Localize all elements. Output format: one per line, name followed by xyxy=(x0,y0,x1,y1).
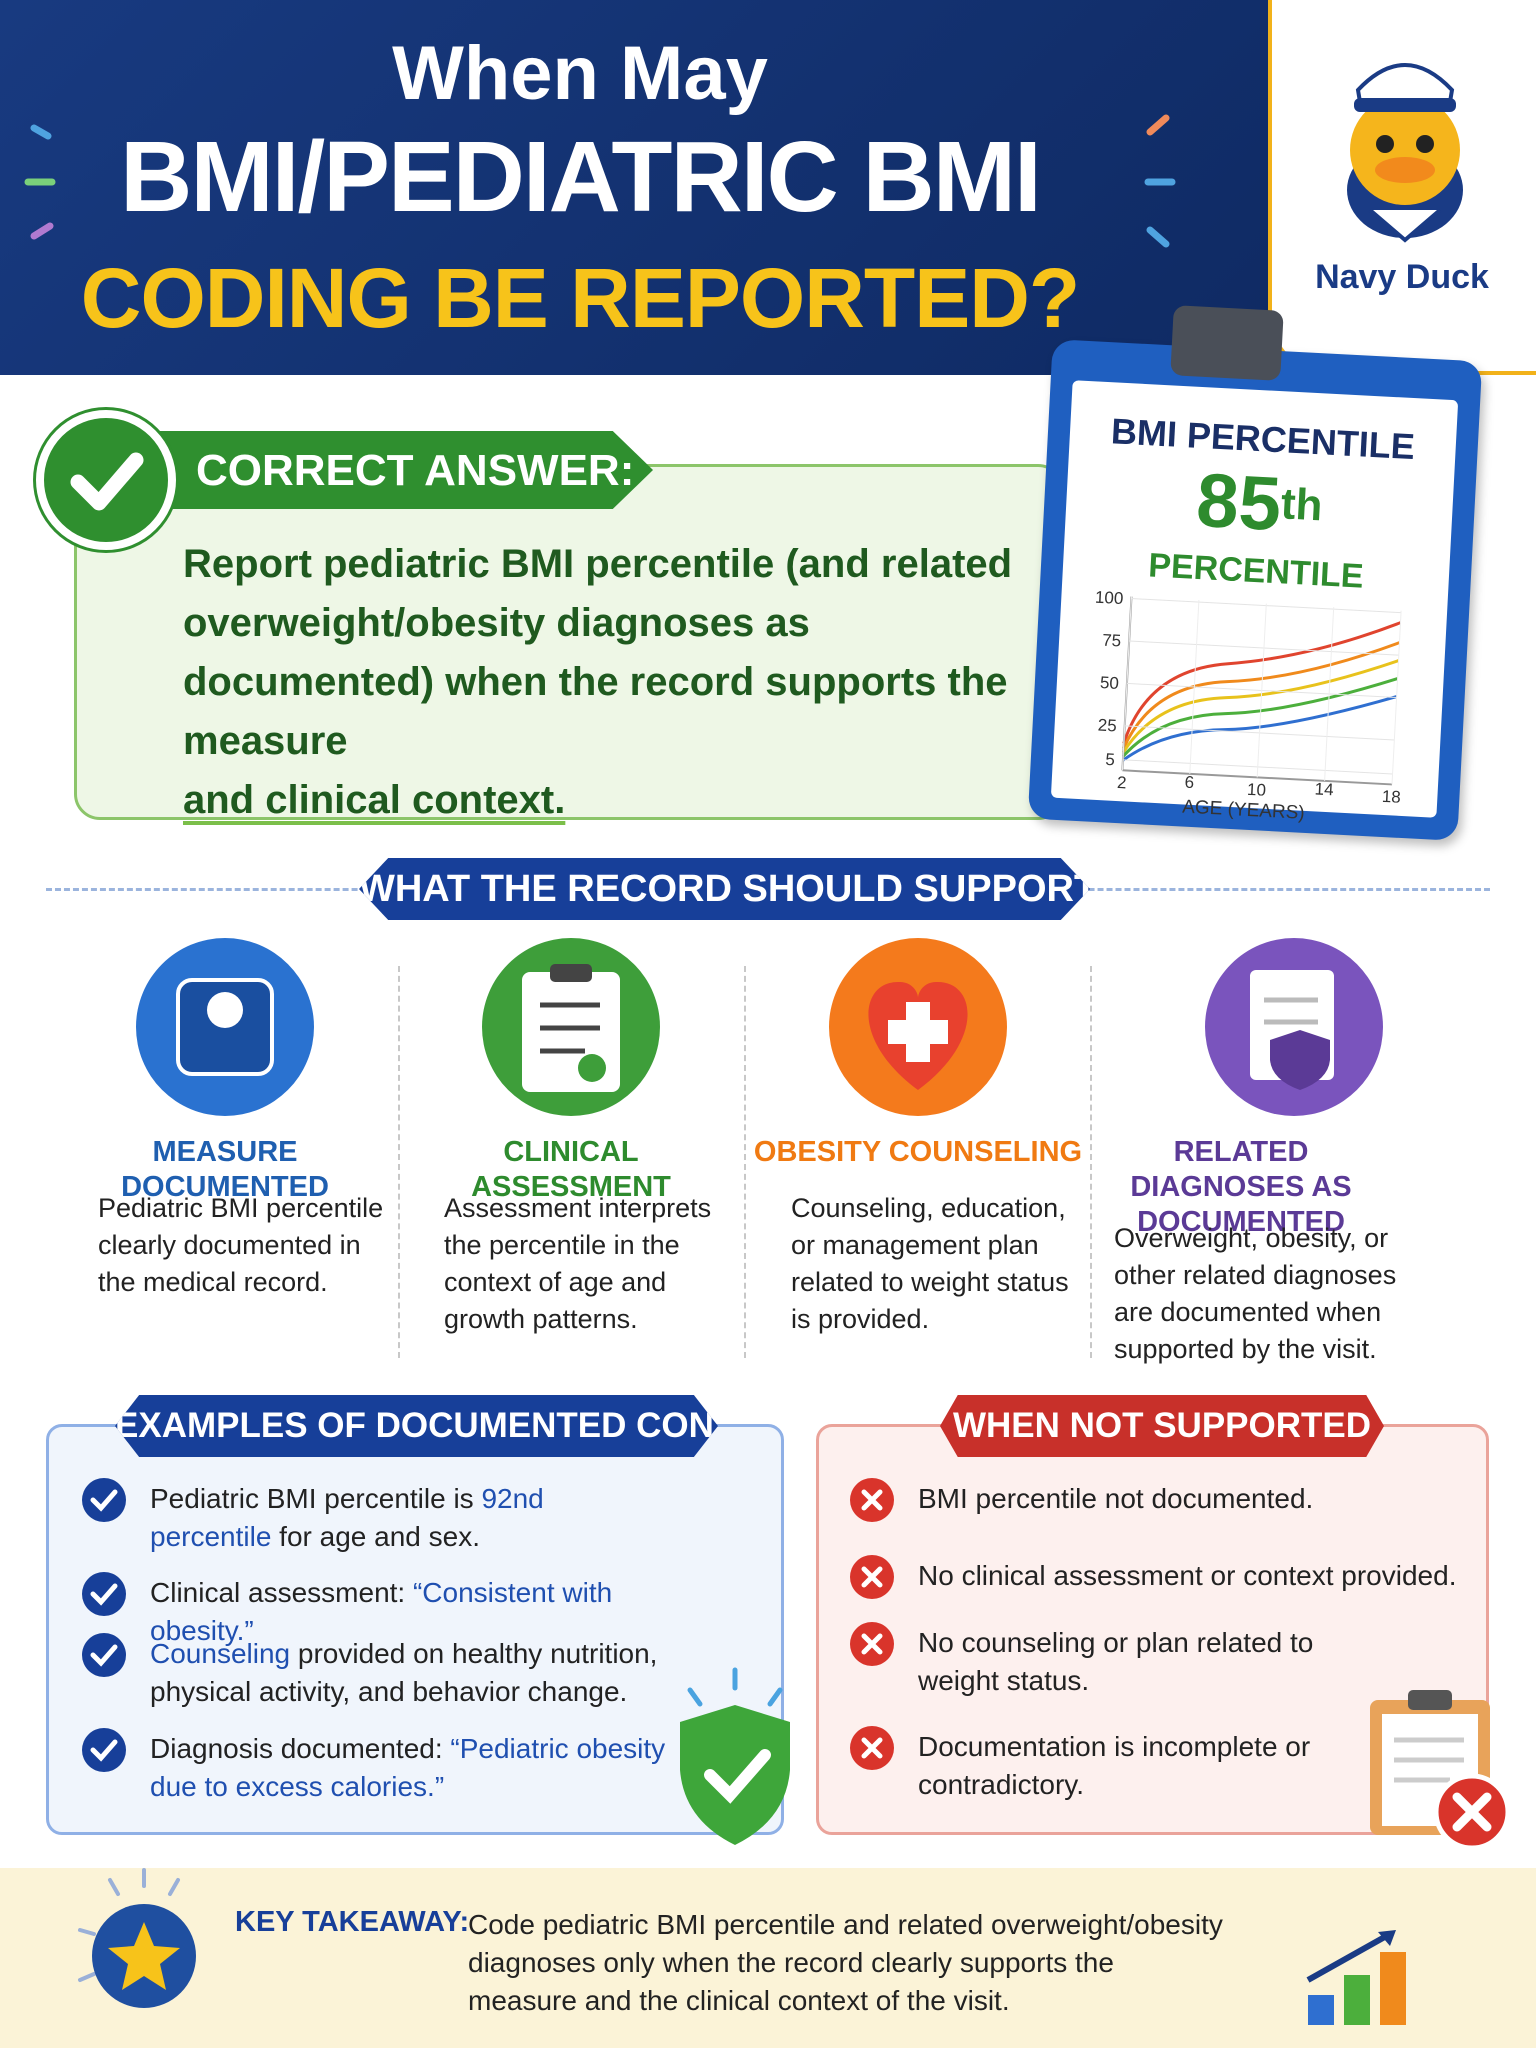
clipboard-paper: BMI PERCENTILE 85th PERCENTILE 100 75 50 25… xyxy=(1050,380,1459,824)
not-supported-heading: WHEN NOT SUPPORTED xyxy=(940,1395,1384,1457)
logo-name: Navy Duck xyxy=(1315,258,1489,296)
x-bullet xyxy=(850,1555,894,1599)
check-bullet xyxy=(82,1633,126,1677)
column-text: Pediatric BMI percentile clearly documen… xyxy=(98,1193,384,1297)
check-badge xyxy=(36,410,176,550)
x-tick-label: 14 xyxy=(1314,779,1334,799)
duck-mascot xyxy=(1347,63,1463,243)
x-tick xyxy=(1189,600,1200,774)
check-icon xyxy=(70,452,144,511)
highlight-text: 92nd percentile xyxy=(150,1483,544,1552)
bullet-check xyxy=(90,1739,118,1762)
check-bullet xyxy=(82,1478,126,1522)
clipboard: BMI PERCENTILE 85th PERCENTILE 100 75 50 25… xyxy=(1027,339,1483,841)
x-tick-label: 10 xyxy=(1247,780,1267,800)
highlight-text: Counseling xyxy=(150,1638,291,1669)
examples-box xyxy=(46,1424,784,1835)
not-supported-item: No clinical assessment or context provid… xyxy=(918,1560,1457,1591)
column-text: Overweight, obesity, or other related di… xyxy=(1114,1223,1397,1364)
growth-icon xyxy=(1306,1930,1406,2025)
highlight-text: “Consistent with obesity.” xyxy=(150,1577,613,1646)
examples-heading: EXAMPLES OF DOCUMENTED CONTEXT xyxy=(115,1395,718,1457)
example-item: Clinical assessment: “Consistent with ob… xyxy=(150,1574,670,1650)
x-tick xyxy=(1121,596,1132,771)
check-bullet xyxy=(82,1572,126,1616)
shield-icon xyxy=(680,1667,790,1845)
bullet-x xyxy=(861,1633,883,1655)
title-line: BMI/PEDIATRIC BMI xyxy=(120,121,1042,233)
y-tick-label: 75 xyxy=(1102,631,1122,651)
x-tick-label: 6 xyxy=(1184,773,1194,792)
growth-chart: 100 75 50 25 52 6 10 14 18 xyxy=(1095,588,1402,804)
percentile-suffix: th xyxy=(1279,479,1324,531)
header-band xyxy=(0,0,1268,375)
answer-label: CORRECT ANSWER: xyxy=(196,446,635,495)
y-tick-label: 5 xyxy=(1105,750,1115,769)
column-title: MEASURE DOCUMENTED xyxy=(121,1136,329,1203)
column-icons xyxy=(136,938,1383,1116)
column-divider xyxy=(744,966,746,1358)
bullet-check xyxy=(90,1644,118,1667)
y-tick-label: 100 xyxy=(1095,588,1124,608)
highlight-text: “Pediatric obesity due to excess calorie… xyxy=(150,1733,666,1802)
logo-box xyxy=(1268,0,1536,375)
x-bullet xyxy=(850,1622,894,1666)
header-sparks xyxy=(24,114,1176,248)
x-tick xyxy=(1391,610,1402,785)
example-item: Diagnosis documented: “Pediatric obesity… xyxy=(150,1730,670,1806)
item-text: Pediatric BMI percentile is xyxy=(150,1483,482,1514)
answer-text: Report pediatric BMI percentile (and rel… xyxy=(183,535,1033,830)
x-tick xyxy=(1256,603,1267,778)
item-text: Diagnosis documented: xyxy=(150,1733,451,1764)
y-tick-label: 25 xyxy=(1097,715,1117,735)
percentile-number: 85 xyxy=(1194,457,1284,548)
bullet-x xyxy=(861,1737,883,1759)
bullet-check xyxy=(90,1489,118,1512)
x-bullet xyxy=(850,1726,894,1770)
item-text: provided on healthy nutrition, physical … xyxy=(150,1638,658,1707)
answer-pill xyxy=(150,431,653,509)
item-text: for age and sex. xyxy=(271,1521,480,1552)
bullet-circle xyxy=(82,1572,126,1616)
column-title: OBESITY COUNSELING xyxy=(753,1136,1083,1168)
bullet-circle xyxy=(82,1478,126,1522)
takeaway-label: KEY TAKEAWAY: xyxy=(235,1906,470,1938)
not-supported-item: Documentation is incomplete or contradic… xyxy=(918,1731,1311,1800)
x-tick xyxy=(1324,607,1335,781)
y-tick-label: 50 xyxy=(1100,673,1120,693)
not-supported-item: No counseling or plan related to weight … xyxy=(918,1627,1314,1696)
x-bullet xyxy=(850,1478,894,1522)
bullet-x xyxy=(861,1489,883,1511)
title-line: CODING BE REPORTED? xyxy=(80,251,1080,345)
bullet-circle xyxy=(82,1728,126,1772)
column-title: RELATED DIAGNOSES AS DOCUMENTED xyxy=(1130,1136,1352,1238)
example-item: Pediatric BMI percentile is 92nd percent… xyxy=(150,1480,670,1556)
column-text: Counseling, education, or management pla… xyxy=(791,1193,1069,1334)
section-heading: WHAT THE RECORD SHOULD SUPPORT xyxy=(359,858,1090,920)
x-tick-label: 2 xyxy=(1117,773,1127,792)
x-tick-label: 18 xyxy=(1381,787,1401,804)
takeaway-text: Code pediatric BMI percentile and relate… xyxy=(468,1909,1223,2016)
column-title: CLINICAL ASSESSMENT xyxy=(471,1136,671,1203)
column-text: Assessment interprets the percentile in … xyxy=(444,1193,712,1334)
bullet-circle xyxy=(82,1633,126,1677)
not-supported-item: BMI percentile not documented. xyxy=(918,1483,1314,1514)
check-bullet xyxy=(82,1728,126,1772)
title-line: When May xyxy=(392,31,768,116)
answer-underlined: and clinical context. xyxy=(183,778,566,822)
rejected-clipboard-icon xyxy=(1370,1690,1511,1851)
answer-body: Report pediatric BMI percentile (and rel… xyxy=(183,542,1013,763)
star-icon xyxy=(78,1868,196,2008)
column-divider xyxy=(398,966,400,1358)
example-item: Counseling provided on healthy nutrition… xyxy=(150,1635,670,1711)
takeaway-band xyxy=(0,1868,1536,2048)
clipboard-clip xyxy=(1170,305,1284,381)
item-text: Clinical assessment: xyxy=(150,1577,413,1608)
answer-box xyxy=(74,464,1064,820)
bullet-x xyxy=(861,1566,883,1588)
bullet-check xyxy=(90,1583,118,1606)
column-divider xyxy=(1090,966,1092,1358)
